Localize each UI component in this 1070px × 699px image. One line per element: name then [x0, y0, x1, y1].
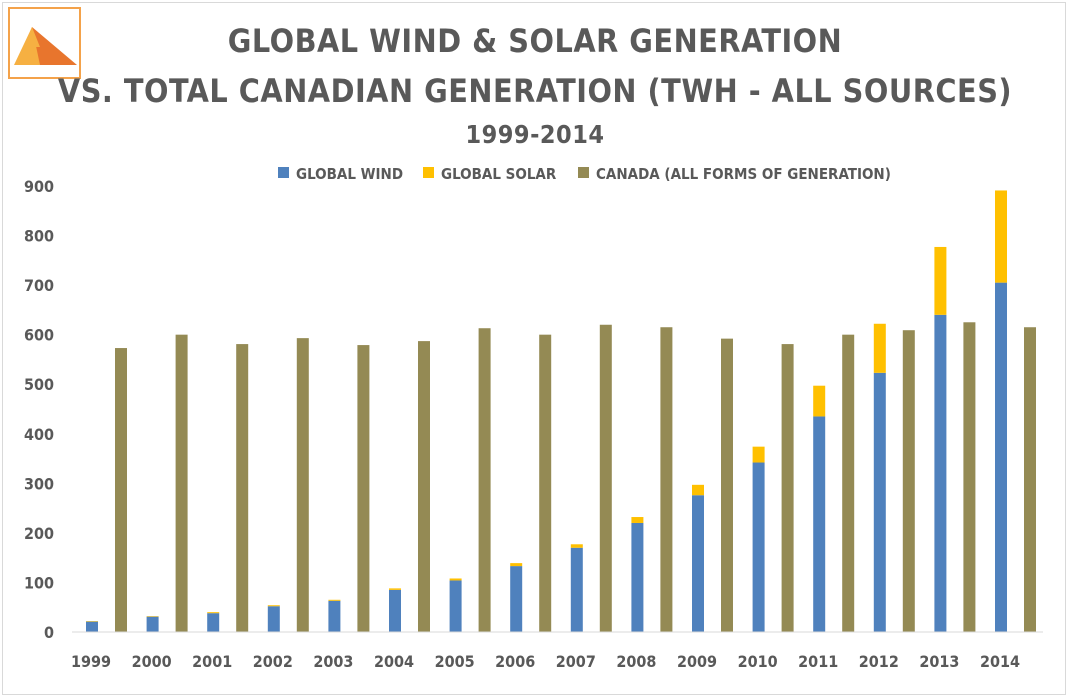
bar-global-wind	[631, 522, 644, 632]
y-tick-label: 300	[24, 474, 54, 493]
x-tick-label: 2001	[192, 652, 232, 671]
bar-global-solar	[449, 578, 462, 581]
bar-canada	[236, 344, 249, 632]
bar-global-solar	[510, 563, 523, 567]
y-tick-label: 600	[24, 326, 54, 345]
bar-canada	[902, 330, 915, 632]
y-tick-label: 900	[24, 177, 54, 196]
bar-canada	[721, 338, 733, 632]
bar-global-solar	[570, 544, 583, 548]
bar-global-wind	[146, 616, 159, 632]
x-tick-label: 2012	[859, 652, 899, 671]
y-tick-label: 800	[24, 227, 54, 246]
x-tick-label: 2000	[132, 652, 172, 671]
bar-global-solar	[692, 484, 704, 496]
legend-swatch	[278, 167, 289, 178]
company-logo	[8, 7, 81, 79]
legend-label: CANADA (ALL FORMS OF GENERATION)	[596, 165, 891, 183]
legend-swatch	[423, 167, 434, 178]
bar-global-wind	[873, 372, 886, 632]
bar-global-wind	[207, 613, 220, 632]
y-tick-label: 100	[24, 573, 54, 592]
bar-global-solar	[631, 517, 644, 523]
bar-global-solar	[995, 190, 1007, 283]
x-axis: 1999 2000 2001 2002 2003 2004 2005 2006 2007 2008…	[71, 652, 1020, 671]
bar-global-wind	[995, 282, 1007, 632]
legend-label: GLOBAL SOLAR	[441, 165, 557, 183]
x-tick-label: 2002	[253, 652, 293, 671]
y-tick-label: 700	[24, 276, 54, 295]
x-tick-label: 2003	[313, 652, 353, 671]
bar-canada	[357, 345, 370, 632]
bar-global-wind	[389, 589, 401, 632]
bar-global-wind	[692, 495, 704, 632]
chart-subtitle: 1999-2014	[465, 120, 605, 149]
bar-global-wind	[510, 566, 523, 632]
bar-global-wind	[813, 416, 826, 632]
bar-global-wind	[449, 580, 462, 632]
chart-title-line1: GLOBAL WIND & SOLAR GENERATION	[227, 22, 843, 60]
x-tick-label: 2006	[495, 652, 535, 671]
triangle-logo-icon	[14, 27, 77, 65]
chart-title-line2: VS. TOTAL CANADIAN GENERATION (TWH - ALL…	[57, 72, 1013, 110]
bar-canada	[842, 334, 855, 632]
x-tick-label: 2005	[435, 652, 475, 671]
bar-global-solar	[752, 446, 765, 463]
bar-canada	[660, 327, 673, 632]
bar-global-wind	[570, 547, 583, 632]
x-tick-label: 2004	[374, 652, 414, 671]
x-tick-label: 2007	[556, 652, 596, 671]
x-tick-label: 2013	[919, 652, 959, 671]
bars	[86, 190, 1036, 632]
bar-canada	[115, 348, 127, 632]
bar-global-solar	[207, 612, 220, 614]
y-axis: 0 100 200 300 400 500 600 700 800 900	[24, 177, 54, 642]
bar-canada	[1024, 327, 1036, 632]
bar-global-solar	[267, 605, 280, 607]
x-tick-label: 2009	[677, 652, 717, 671]
bar-global-solar	[328, 599, 341, 601]
y-tick-label: 200	[24, 524, 54, 543]
y-tick-label: 500	[24, 375, 54, 394]
y-tick-label: 400	[24, 425, 54, 444]
bar-global-wind	[752, 462, 765, 632]
bar-canada	[478, 328, 491, 632]
x-tick-label: 1999	[71, 652, 111, 671]
bar-canada	[599, 324, 612, 632]
legend: GLOBAL WIND GLOBAL SOLAR CANADA (ALL FORMS…	[278, 165, 891, 183]
bar-global-solar	[934, 246, 947, 315]
bar-canada	[539, 334, 552, 632]
x-tick-label: 2010	[738, 652, 778, 671]
x-tick-label: 2008	[616, 652, 656, 671]
bar-canada	[175, 334, 188, 632]
legend-swatch	[578, 167, 589, 178]
bar-canada	[418, 341, 430, 632]
legend-label: GLOBAL WIND	[296, 165, 403, 183]
bar-global-solar	[389, 588, 401, 590]
bar-canada	[781, 344, 794, 632]
bar-global-wind	[267, 606, 280, 632]
bar-global-wind	[86, 621, 98, 632]
bar-global-solar	[813, 385, 826, 417]
x-tick-label: 2014	[980, 652, 1020, 671]
x-tick-label: 2011	[798, 652, 838, 671]
bar-global-wind	[934, 314, 947, 632]
bar-canada	[296, 338, 309, 632]
y-tick-label: 0	[44, 623, 54, 642]
bar-global-solar	[873, 323, 886, 373]
bar-canada	[963, 322, 976, 632]
bar-global-wind	[328, 600, 341, 632]
